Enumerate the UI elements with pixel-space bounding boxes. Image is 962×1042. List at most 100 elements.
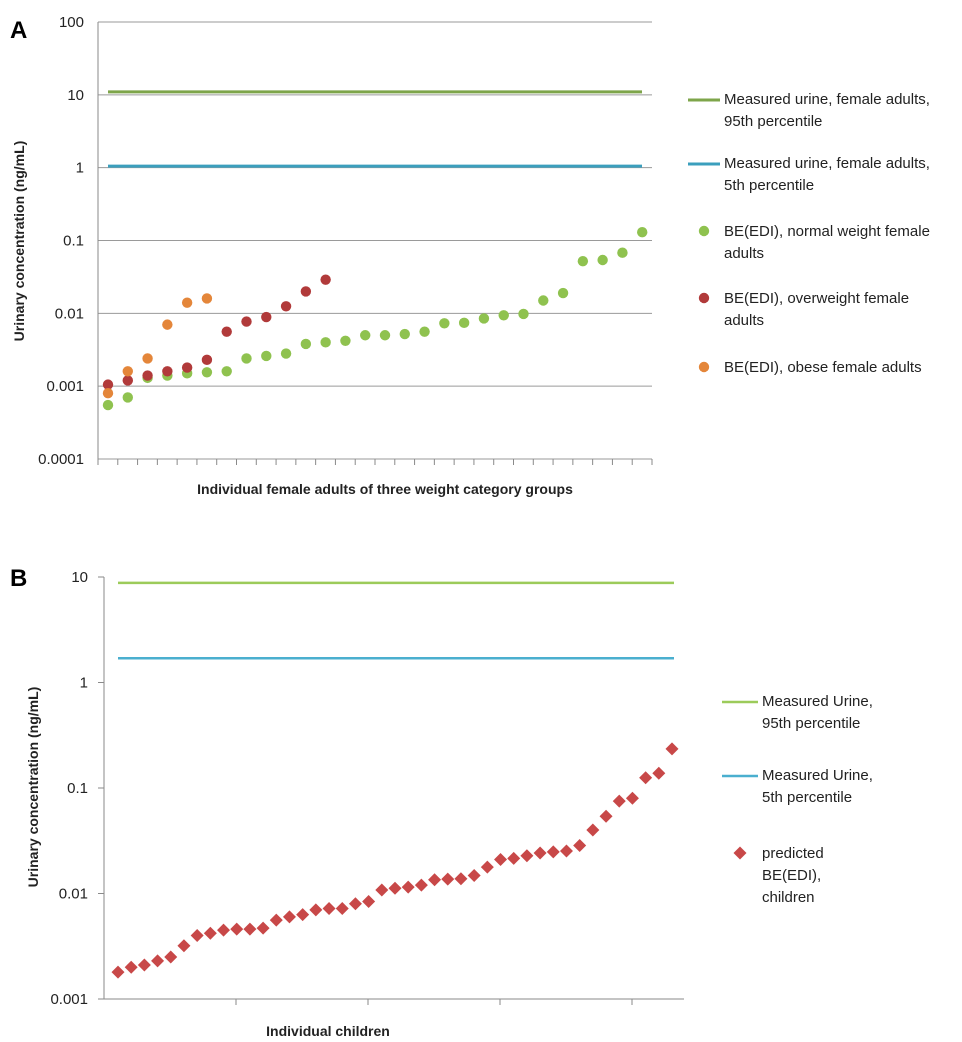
panel-a-point bbox=[162, 319, 173, 330]
panel-b-point bbox=[388, 881, 402, 895]
panel-b-y-axis-title: Urinary concentration (ng/mL) bbox=[25, 687, 41, 888]
panel-b-point bbox=[111, 965, 125, 979]
panel-a-point bbox=[201, 354, 213, 366]
panel-a-point bbox=[241, 353, 252, 364]
panel-a-point bbox=[340, 335, 351, 346]
panel-b-point bbox=[164, 950, 178, 964]
panel-b-point bbox=[520, 849, 534, 863]
panel-b-point bbox=[533, 846, 547, 860]
panel-a-legend-label: Measured urine, female adults, 5th percen… bbox=[724, 155, 930, 194]
panel-a-point bbox=[360, 330, 371, 341]
panel-b-point bbox=[454, 872, 468, 886]
panel-b-y-tick-label: 0.001 bbox=[50, 991, 88, 1008]
panel-label-b: B bbox=[10, 565, 27, 592]
panel-b-point bbox=[546, 845, 560, 859]
panel-b-point bbox=[322, 902, 336, 916]
panel-b-point bbox=[137, 958, 151, 972]
panel-b-y-tick-label: 0.01 bbox=[59, 886, 88, 903]
panel-b-point bbox=[375, 883, 389, 897]
panel-b-legend-label: Measured Urine, 5th percentile bbox=[762, 767, 873, 806]
panel-b-reference-lines bbox=[118, 581, 674, 660]
panel-b-point bbox=[401, 880, 415, 894]
panel-a-point bbox=[142, 370, 153, 381]
panel-a-point bbox=[399, 328, 410, 340]
panel-a-point bbox=[261, 350, 272, 362]
panel-b-point bbox=[243, 922, 257, 936]
panel-a-point bbox=[439, 318, 450, 329]
panel-a-point bbox=[379, 330, 391, 341]
panel-b-point bbox=[599, 809, 613, 823]
panel-b-y-tick-label: 1 bbox=[80, 675, 88, 692]
panel-a-y-tick-label: 0.0001 bbox=[38, 451, 84, 468]
panel-b-point bbox=[269, 913, 283, 927]
panel-a-legend-label-line: Measured urine, female adults, bbox=[724, 91, 930, 108]
panel-b-point bbox=[309, 903, 323, 917]
panel-b-point bbox=[652, 766, 666, 780]
panel-b-legend-label-line: children bbox=[762, 889, 815, 906]
panel-a-point bbox=[597, 254, 608, 266]
panel-b-legend-swatch bbox=[733, 846, 747, 860]
panel-a-reference-lines bbox=[108, 90, 642, 168]
panel-b-point bbox=[665, 742, 679, 756]
panel-b-point bbox=[296, 908, 310, 922]
panel-b-point bbox=[625, 791, 639, 805]
panel-a-legend-label: BE(EDI), overweight female adults bbox=[724, 290, 909, 329]
panel-b-legend-label-line: 5th percentile bbox=[762, 789, 852, 806]
panel-a-point bbox=[419, 326, 430, 337]
panel-a-point bbox=[637, 227, 648, 238]
panel-b: B Urinary concentration (ng/mL) Individu… bbox=[10, 565, 873, 1039]
panel-a-point bbox=[221, 366, 232, 377]
panel-a-point bbox=[557, 287, 569, 299]
panel-b-point bbox=[230, 922, 244, 936]
panel-b-legend-label-line: Measured Urine, bbox=[762, 767, 873, 784]
panel-b-legend-label-line: BE(EDI), bbox=[762, 867, 821, 884]
panel-a-point bbox=[221, 326, 232, 337]
panel-a-legend-label-line: Measured urine, female adults, bbox=[724, 155, 930, 172]
panel-b-point bbox=[480, 860, 494, 874]
panel-b-y-ticks: 10 1 0.1 0.01 0.001 bbox=[50, 569, 104, 1008]
panel-b-x-axis-title: Individual children bbox=[266, 1023, 390, 1039]
panel-b-point bbox=[494, 853, 508, 867]
panel-a-y-axis-title: Urinary concentration (ng/mL) bbox=[11, 141, 27, 342]
panel-b-legend-label: Measured Urine, 95th percentile bbox=[762, 693, 873, 732]
panel-b-point bbox=[177, 939, 191, 953]
panel-b-point bbox=[362, 894, 376, 908]
panel-b-point bbox=[335, 902, 349, 916]
panel-a-point bbox=[201, 293, 213, 304]
panel-a-legend-swatch bbox=[698, 292, 710, 304]
panel-a-point bbox=[122, 366, 133, 377]
panel-a-point bbox=[280, 301, 292, 312]
panel-b-point bbox=[507, 851, 521, 865]
panel-a-legend-label: Measured urine, female adults, 95th perce… bbox=[724, 91, 930, 130]
panel-label-a: A bbox=[10, 17, 27, 44]
panel-a-y-tick-label: 100 bbox=[59, 14, 84, 31]
panel-b-x-ticks bbox=[235, 999, 633, 1005]
panel-a-legend-label: BE(EDI), obese female adults bbox=[724, 359, 922, 376]
panel-a-legend-label-line: adults bbox=[724, 245, 764, 262]
panel-b-points bbox=[111, 742, 679, 979]
panel-a-legend-label-line: BE(EDI), obese female adults bbox=[724, 359, 922, 376]
panel-a-legend-label-line: 5th percentile bbox=[724, 177, 814, 194]
panel-a-point bbox=[320, 337, 331, 348]
panel-a-legend-label-line: adults bbox=[724, 312, 764, 329]
panel-b-point bbox=[203, 926, 217, 940]
panel-b-point bbox=[467, 869, 481, 883]
panel-b-legend-label: predicted BE(EDI), children bbox=[762, 845, 824, 906]
panel-a-x-ticks bbox=[97, 459, 653, 465]
panel-b-point bbox=[190, 928, 204, 942]
panel-a-point bbox=[102, 379, 114, 390]
panel-b-point bbox=[573, 839, 587, 853]
panel-a-y-ticks: 100 10 1 0.1 0.01 0.001 0.0001 bbox=[38, 14, 84, 468]
panel-a-point bbox=[300, 338, 312, 350]
panel-a-point bbox=[261, 311, 272, 323]
panel-a-point bbox=[320, 274, 331, 285]
panel-a-point bbox=[102, 388, 114, 399]
panel-a-point bbox=[181, 297, 193, 308]
panel-a-point bbox=[102, 399, 114, 411]
panel-b-legend-label-line: Measured Urine, bbox=[762, 693, 873, 710]
panel-a-points bbox=[102, 227, 648, 411]
panel-a-point bbox=[122, 392, 133, 403]
panel-a-legend-label: BE(EDI), normal weight female adults bbox=[724, 223, 930, 262]
